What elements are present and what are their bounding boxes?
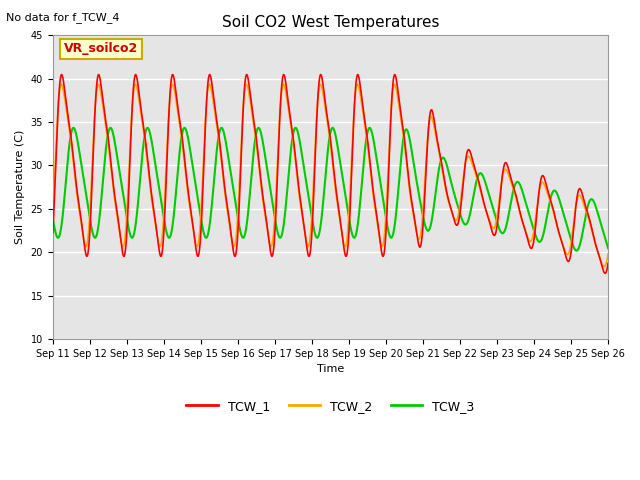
TCW_3 xyxy=(292,125,300,131)
X-axis label: Time: Time xyxy=(317,364,344,374)
TCW_2 xyxy=(304,244,312,250)
TCW_1 xyxy=(486,222,494,228)
Legend: TCW_1, TCW_2, TCW_3: TCW_1, TCW_2, TCW_3 xyxy=(181,395,479,418)
TCW_2 xyxy=(77,220,85,226)
TCW_3 xyxy=(604,245,612,251)
TCW_2 xyxy=(600,264,608,269)
TCW_2 xyxy=(49,211,56,216)
TCW_1 xyxy=(95,72,102,77)
TCW_1 xyxy=(588,226,596,232)
Title: Soil CO2 West Temperatures: Soil CO2 West Temperatures xyxy=(221,15,439,30)
TCW_3 xyxy=(305,192,312,198)
Line: TCW_1: TCW_1 xyxy=(52,74,608,273)
TCW_3 xyxy=(573,248,580,253)
TCW_2 xyxy=(604,251,612,257)
TCW_3 xyxy=(49,215,56,221)
TCW_2 xyxy=(588,228,596,234)
Line: TCW_3: TCW_3 xyxy=(52,128,608,251)
TCW_1 xyxy=(49,229,56,235)
Text: No data for f_TCW_4: No data for f_TCW_4 xyxy=(6,12,120,23)
TCW_2 xyxy=(588,230,596,236)
TCW_1 xyxy=(77,216,85,222)
TCW_2 xyxy=(486,220,494,226)
TCW_3 xyxy=(588,197,596,203)
TCW_1 xyxy=(305,252,312,258)
TCW_1 xyxy=(319,82,327,87)
TCW_2 xyxy=(319,89,326,95)
Line: TCW_2: TCW_2 xyxy=(52,84,608,266)
TCW_2 xyxy=(354,82,362,87)
TCW_1 xyxy=(588,228,596,233)
Y-axis label: Soil Temperature (C): Soil Temperature (C) xyxy=(15,130,25,244)
TCW_3 xyxy=(319,201,327,206)
TCW_1 xyxy=(601,270,609,276)
Text: VR_soilco2: VR_soilco2 xyxy=(64,42,138,55)
TCW_3 xyxy=(589,197,596,203)
TCW_1 xyxy=(604,260,612,266)
TCW_3 xyxy=(486,196,494,202)
TCW_3 xyxy=(77,160,85,166)
